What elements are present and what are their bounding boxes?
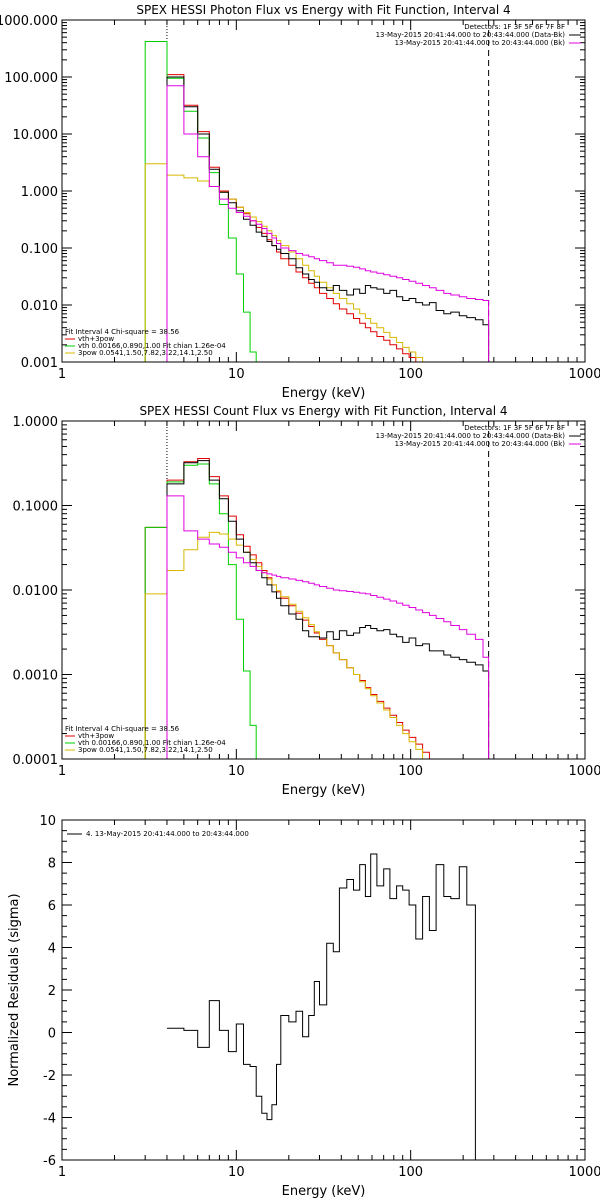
x-tick-label: 100 — [398, 367, 423, 382]
plot-frame — [61, 19, 586, 363]
series-vth-3pow-line — [166, 74, 430, 363]
y-tick-label: 0 — [48, 1027, 56, 1042]
chart-title: SPEX HESSI Count Flux vs Energy with Fit… — [139, 404, 507, 418]
x-axis-label: Energy (keV) — [282, 1184, 366, 1199]
series-bk-line — [166, 85, 490, 362]
y-tick-label: 1.000 — [21, 185, 58, 200]
x-axis-label: Energy (keV) — [282, 386, 366, 401]
x-axis-label: Energy (keV) — [282, 783, 366, 798]
series-vth-line — [144, 463, 257, 759]
y-tick-label: -4 — [43, 1112, 56, 1127]
y-tick-label: 0.0001 — [13, 753, 59, 768]
y-tick-label: 10 — [39, 814, 56, 829]
legend-text: Detectors: 1F 3F 5F 6F 7F 8F — [464, 23, 565, 31]
series-residuals-line — [167, 853, 476, 1160]
x-tick-label: 100 — [398, 764, 423, 779]
x-tick-label: 10 — [228, 367, 245, 382]
photon-flux-panel: SPEX HESSI Photon Flux vs Energy with Fi… — [0, 3, 600, 401]
y-tick-label: 10.000 — [13, 128, 59, 143]
series-vth-line — [144, 41, 262, 363]
x-tick-label: 1 — [58, 367, 66, 382]
y-tick-label: 8 — [48, 857, 56, 872]
y-tick-label: 0.1000 — [13, 500, 59, 515]
series-vth-3pow-line — [144, 458, 437, 760]
y-tick-label: 0.001 — [21, 356, 58, 371]
legend-text: 13-May-2015 20:41:44.000 to 20:43:44.000… — [395, 39, 566, 47]
y-tick-label: 0.0010 — [13, 669, 59, 684]
series-bk-line — [166, 495, 490, 759]
x-tick-label: 1000 — [568, 764, 600, 779]
x-tick-label: 1000 — [568, 1165, 600, 1180]
y-tick-label: 0.0100 — [13, 584, 59, 599]
y-tick-label: 0.100 — [21, 242, 58, 257]
legend-text: Fit Interval 4 Chi-square = 38.56 — [65, 328, 180, 336]
y-tick-label: 2 — [48, 984, 56, 999]
legend-text: Detectors: 1F 3F 5F 6F 7F 8F — [464, 424, 565, 432]
x-tick-label: 1000 — [568, 367, 600, 382]
legend-text: vth+3pow — [78, 335, 114, 343]
legend-text: 13-May-2015 20:41:44.000 to 20:43:44.000… — [376, 31, 566, 39]
x-tick-label: 100 — [398, 1165, 423, 1180]
plot-frame — [61, 420, 586, 760]
x-tick-label: 1 — [58, 1165, 66, 1180]
chart-title: SPEX HESSI Photon Flux vs Energy with Fi… — [136, 3, 510, 17]
legend-text: 3pow 0.0541,1.50,7.82,3.22,14.1,2.50 — [78, 349, 213, 357]
legend-text: 13-May-2015 20:41:44.000 to 20:43:44.000… — [376, 432, 566, 440]
series-data-bk-line — [166, 460, 490, 759]
y-tick-label: -2 — [43, 1069, 56, 1084]
y-axis-label: Normalized Residuals (sigma) — [7, 893, 22, 1086]
plot-frame — [61, 819, 586, 1161]
legend-text: 13-May-2015 20:41:44.000 to 20:43:44.000… — [395, 440, 566, 448]
series-3pow-line — [144, 163, 437, 363]
legend-text: 3pow 0.0541,1.50,7.82,3.22,14.1,2.50 — [78, 746, 213, 754]
y-tick-label: 1000.000 — [0, 14, 58, 29]
y-tick-label: -6 — [43, 1154, 56, 1169]
legend-text: Fit Interval 4 Chi-square = 38.56 — [65, 725, 180, 733]
y-tick-label: 0.010 — [21, 299, 58, 314]
residuals-panel: 1 10 100 1000 -6 -4 -2 0 2 4 6 8 10 4. 13-May-2015 20… — [7, 814, 600, 1199]
y-tick-label: 1.0000 — [13, 415, 59, 430]
x-tick-label: 10 — [228, 1165, 245, 1180]
legend-text: 4. 13-May-2015 20:41:44.000 to 20:43:44.… — [86, 830, 249, 838]
y-tick-label: 6 — [48, 899, 56, 914]
y-tick-label: 100.000 — [4, 71, 58, 86]
legend-text: vth 0.00166,0.890,1.00 Fit chian 1.26e-0… — [78, 342, 226, 350]
series-data-bk-line — [166, 76, 490, 362]
legend-text: vth+3pow — [78, 732, 114, 740]
count-flux-panel: SPEX HESSI Count Flux vs Energy with Fit… — [13, 404, 600, 798]
series-3pow-line — [144, 531, 430, 760]
y-tick-label: 4 — [48, 942, 56, 957]
x-tick-label: 1 — [58, 764, 66, 779]
legend-text: vth 0.00166,0.890,1.00 Fit chian 1.26e-0… — [78, 739, 226, 747]
x-tick-label: 10 — [228, 764, 245, 779]
